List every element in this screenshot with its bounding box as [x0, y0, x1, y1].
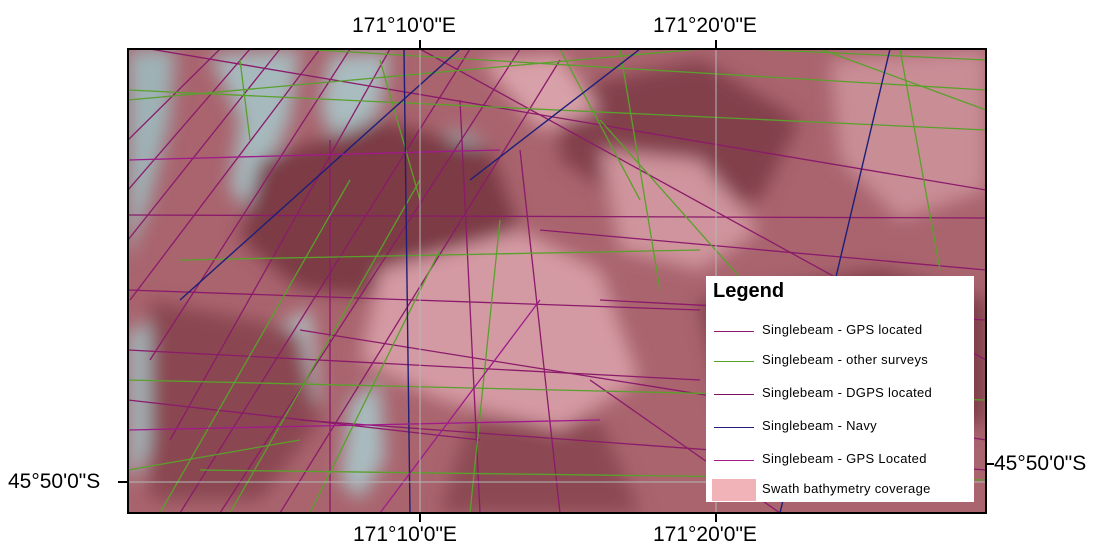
legend-swatch: [714, 394, 754, 395]
map-legend: Legend Singlebeam - GPS located Singlebe…: [706, 276, 974, 502]
legend-swatch: [714, 361, 754, 362]
bottom-longitude-label-left: 171°10'0"E: [353, 523, 457, 546]
tick-left: [118, 481, 128, 483]
tick-top-right: [715, 40, 717, 49]
legend-label: Singlebeam - Navy: [762, 418, 877, 433]
legend-item-navy: Singlebeam - Navy: [706, 414, 974, 440]
right-latitude-label: -45°50'0"S: [987, 452, 1087, 475]
legend-swatch: [714, 331, 754, 332]
legend-item-other-surveys: Singlebeam - other surveys: [706, 348, 974, 374]
legend-swatch-fill: [712, 479, 756, 501]
top-longitude-label-right: 171°20'0"E: [653, 14, 757, 37]
tick-bottom-right: [715, 513, 717, 522]
tick-right: [986, 463, 994, 465]
legend-label: Swath bathymetry coverage: [762, 481, 931, 496]
legend-label: Singlebeam - other surveys: [762, 352, 929, 367]
legend-swatch: [714, 427, 754, 428]
legend-label: Singlebeam - GPS Located: [762, 451, 927, 466]
map-frame: [127, 48, 987, 514]
legend-title: Legend: [713, 280, 785, 302]
legend-item-swath: Swath bathymetry coverage: [706, 477, 974, 503]
top-longitude-label-left: 171°10'0"E: [352, 14, 456, 37]
legend-swatch: [714, 460, 754, 461]
legend-item-gps: Singlebeam - GPS located: [706, 318, 974, 344]
legend-item-gps-located: Singlebeam - GPS Located: [706, 447, 974, 473]
tick-bottom-left: [419, 513, 421, 522]
bottom-longitude-label-right: 171°20'0"E: [653, 523, 757, 546]
left-latitude-label: 45°50'0"S: [8, 470, 101, 493]
tick-top-left: [419, 40, 421, 49]
gps-located-lines: [128, 149, 601, 513]
legend-item-dgps: Singlebeam - DGPS located: [706, 381, 974, 407]
legend-label: Singlebeam - DGPS located: [762, 385, 933, 400]
legend-label: Singlebeam - GPS located: [762, 322, 923, 337]
